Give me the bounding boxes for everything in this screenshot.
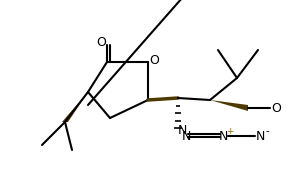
Text: +: + xyxy=(226,126,234,135)
Text: O: O xyxy=(149,53,159,67)
Text: N: N xyxy=(255,130,265,142)
Text: N: N xyxy=(218,130,228,142)
Text: O: O xyxy=(96,36,106,48)
Polygon shape xyxy=(210,100,248,111)
Polygon shape xyxy=(62,92,88,122)
Text: -: - xyxy=(265,126,269,136)
Text: O: O xyxy=(271,102,281,114)
Text: N: N xyxy=(177,124,187,137)
Text: N: N xyxy=(181,130,191,142)
